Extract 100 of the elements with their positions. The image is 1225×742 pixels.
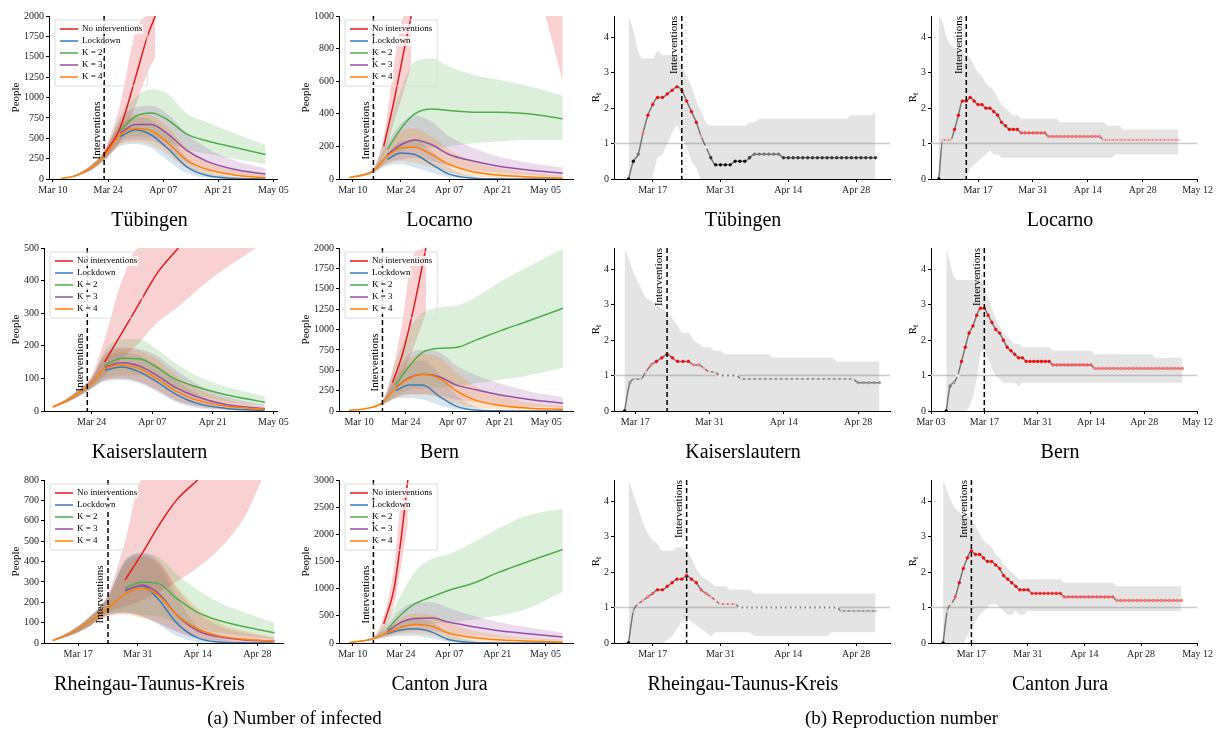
y-tick-label: 1000 bbox=[314, 9, 334, 21]
y-tick-label: 1500 bbox=[314, 555, 334, 567]
y-tick-label: 300 bbox=[24, 306, 39, 318]
x-tick-label: Apr 14 bbox=[183, 647, 212, 659]
y-tick-label: 3 bbox=[921, 66, 926, 78]
x-tick-label: Mar 31 bbox=[123, 647, 153, 659]
legend-label: K = 3 bbox=[82, 59, 104, 70]
x-tick-label: Apr 07 bbox=[138, 415, 167, 427]
x-tick-label: Apr 28 bbox=[1130, 415, 1159, 427]
y-tick-label: 800 bbox=[24, 473, 39, 485]
ref-line-label: Interventions bbox=[367, 333, 380, 392]
y-tick-label: 500 bbox=[319, 609, 334, 621]
text: Bern bbox=[1039, 439, 1081, 464]
y-tick-label: 0 bbox=[34, 636, 39, 648]
ref-line-label: Interventions bbox=[358, 565, 371, 624]
ref-line-label: Interventions bbox=[672, 480, 685, 539]
y-tick-label: 100 bbox=[24, 372, 39, 384]
text: Tübingen bbox=[703, 207, 783, 233]
y-tick-label: 1000 bbox=[314, 582, 334, 594]
x-tick-label: Apr 28 bbox=[1127, 647, 1156, 659]
x-tick-label: May 05 bbox=[530, 183, 561, 195]
legend-label: Lockdown bbox=[77, 267, 116, 278]
y-tick-label: 2000 bbox=[24, 9, 44, 21]
legend-label: K = 2 bbox=[77, 511, 98, 522]
x-tick-label: Apr 07 bbox=[149, 183, 178, 195]
x-tick-label: Mar 17 bbox=[638, 183, 668, 195]
x-tick-label: Mar 24 bbox=[391, 415, 421, 427]
y-tick-label: 0 bbox=[329, 636, 334, 648]
y-tick-label: 1250 bbox=[24, 70, 44, 82]
legend-label: K = 2 bbox=[77, 279, 98, 290]
y-tick-label: 0 bbox=[329, 404, 334, 416]
y-tick-label: 1000 bbox=[24, 91, 44, 103]
y-tick-label: 4 bbox=[921, 262, 926, 274]
x-tick-label: Apr 14 bbox=[774, 647, 803, 659]
legend-label: K = 2 bbox=[372, 511, 393, 522]
legend-label: K = 4 bbox=[372, 535, 394, 546]
text: Rheingau-Taunus-Kreis bbox=[53, 671, 246, 697]
x-tick-label: Mar 17 bbox=[63, 647, 93, 659]
ref-line-label: Interventions bbox=[358, 101, 371, 160]
y-tick-label: 250 bbox=[319, 384, 334, 396]
y-tick-label: 100 bbox=[24, 616, 39, 628]
text: Tübingen bbox=[110, 207, 189, 233]
x-tick-label: Mar 10 bbox=[344, 415, 374, 427]
y-tick-label: 3 bbox=[604, 298, 609, 310]
legend-label: No interventions bbox=[372, 487, 433, 498]
text: Kaiserslautern bbox=[684, 439, 802, 464]
legend-label: K = 2 bbox=[372, 279, 393, 290]
text: Canton Jura bbox=[390, 671, 489, 696]
legend-label: K = 4 bbox=[82, 71, 104, 82]
y-tick-label: 500 bbox=[24, 534, 39, 546]
y-tick-label: 2 bbox=[921, 101, 926, 113]
x-tick-label: Mar 31 bbox=[705, 183, 736, 195]
text: (b) Reproduction number bbox=[803, 706, 1000, 730]
y-tick-label: 200 bbox=[319, 140, 334, 152]
ref-line-label: Interventions bbox=[956, 480, 969, 539]
ref-line-label: Interventions bbox=[969, 248, 982, 307]
legend-label: Lockdown bbox=[372, 35, 411, 46]
y-tick-label: 1750 bbox=[314, 262, 334, 273]
text: Locarno bbox=[405, 207, 474, 232]
y-tick-label: 500 bbox=[319, 363, 334, 375]
y-axis-title: People bbox=[298, 314, 311, 345]
x-tick-label: May 12 bbox=[1182, 183, 1214, 195]
ref-line-label: Interventions bbox=[951, 16, 964, 75]
x-tick-label: Apr 21 bbox=[204, 183, 233, 195]
legend-label: K = 4 bbox=[372, 303, 394, 314]
x-tick-label: Apr 14 bbox=[1073, 183, 1102, 195]
x-tick-label: Mar 17 bbox=[969, 415, 999, 427]
y-tick-label: 1 bbox=[604, 137, 609, 149]
x-tick-label: Apr 21 bbox=[483, 647, 512, 659]
legend-label: K = 3 bbox=[372, 523, 394, 534]
y-tick-label: 1250 bbox=[314, 302, 334, 314]
y-tick-label: 3 bbox=[604, 530, 609, 542]
x-tick-label: May 12 bbox=[1182, 415, 1214, 427]
x-tick-label: Mar 17 bbox=[638, 647, 668, 659]
legend-label: K = 2 bbox=[82, 47, 103, 58]
x-tick-label: Mar 17 bbox=[620, 415, 650, 427]
legend-label: Lockdown bbox=[372, 267, 411, 278]
x-tick-label: Apr 14 bbox=[1070, 647, 1099, 659]
x-tick-label: May 12 bbox=[1182, 647, 1214, 659]
x-tick-label: Apr 28 bbox=[243, 647, 272, 659]
x-tick-label: Apr 28 bbox=[844, 415, 873, 427]
y-tick-label: 1750 bbox=[24, 30, 44, 41]
x-tick-label: Mar 24 bbox=[93, 183, 123, 195]
text: Kaiserslautern bbox=[90, 439, 209, 464]
y-tick-label: 4 bbox=[604, 494, 609, 506]
y-tick-label: 2 bbox=[604, 565, 609, 577]
x-tick-label: Apr 28 bbox=[842, 183, 871, 195]
y-tick-label: 3 bbox=[921, 530, 926, 542]
y-tick-label: 0 bbox=[604, 404, 609, 416]
y-tick-label: 200 bbox=[24, 339, 39, 351]
y-tick-label: 700 bbox=[24, 494, 39, 505]
x-tick-label: Apr 28 bbox=[1128, 183, 1157, 195]
x-tick-label: Mar 31 bbox=[1013, 647, 1043, 659]
legend-label: K = 4 bbox=[372, 71, 394, 82]
y-tick-label: 2 bbox=[921, 565, 926, 577]
y-tick-label: 500 bbox=[29, 131, 44, 143]
legend-label: K = 4 bbox=[77, 535, 99, 546]
y-tick-label: 1500 bbox=[314, 282, 334, 294]
y-tick-label: 2 bbox=[921, 333, 926, 345]
ref-line-label: Interventions bbox=[93, 565, 106, 624]
